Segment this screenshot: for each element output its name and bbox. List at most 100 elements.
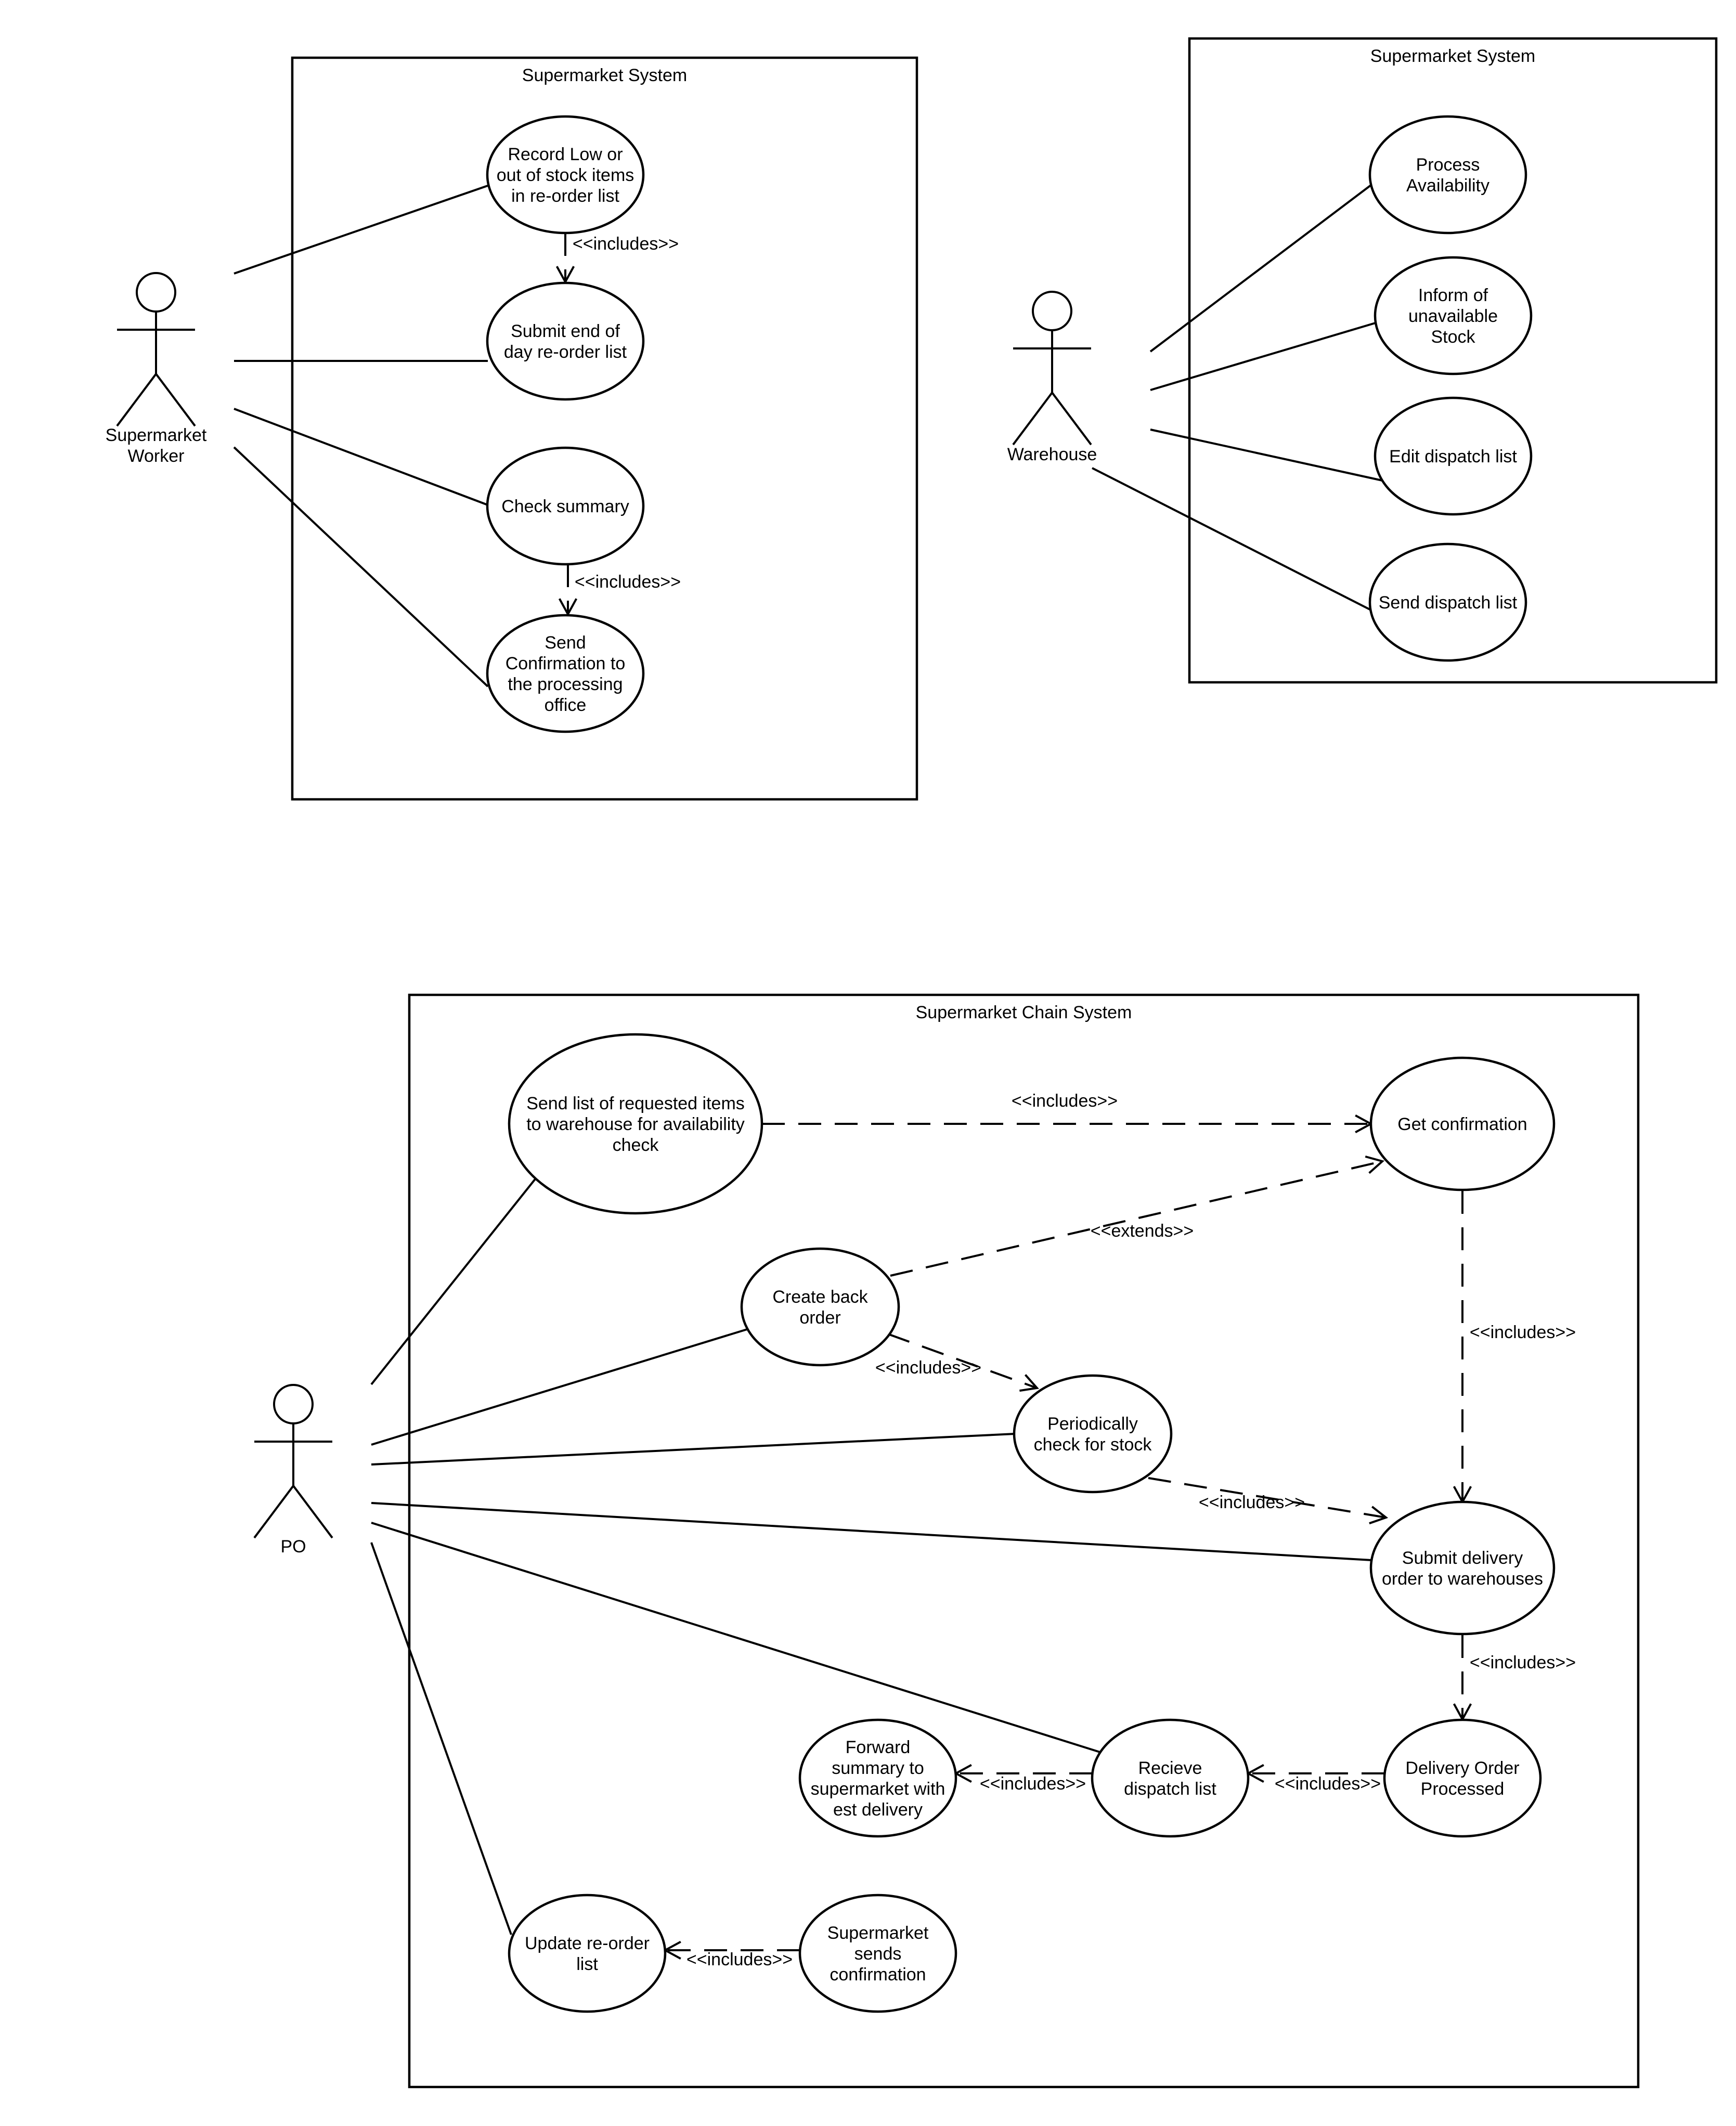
use-case-label: Create back <box>772 1287 868 1307</box>
use-case-label: Send <box>545 633 586 653</box>
dependency-label: <<includes>> <box>573 234 679 254</box>
actor-label: Supermarket <box>106 425 207 445</box>
use-case-edit-dispatch[interactable]: Edit dispatch list <box>1374 396 1533 516</box>
association-po-back_order <box>371 1328 749 1446</box>
use-case-label: in re-order list <box>511 186 619 206</box>
use-case-ellipse[interactable] <box>1383 1718 1542 1838</box>
use-case-ellipse[interactable] <box>1368 115 1527 235</box>
use-case-label: est delivery <box>833 1800 923 1820</box>
use-case-label: check for stock <box>1034 1435 1152 1455</box>
use-case-ellipse[interactable] <box>740 1247 900 1367</box>
use-case-ellipse[interactable] <box>1374 256 1533 375</box>
use-case-ellipse[interactable] <box>486 446 645 566</box>
use-case-label: summary to <box>832 1758 924 1778</box>
actor-label: Warehouse <box>1007 445 1097 464</box>
use-case-ellipse[interactable] <box>1091 1718 1250 1838</box>
system-title: Supermarket System <box>1370 46 1535 66</box>
dependency-check_summary-to-send_conf <box>558 564 578 617</box>
dependency-label: <<includes>> <box>1275 1774 1381 1794</box>
use-case-label: order <box>799 1308 840 1328</box>
use-case-label: Send list of requested items <box>526 1094 745 1113</box>
use-case-ellipse[interactable] <box>486 614 645 733</box>
use-case-label: Confirmation to <box>506 654 626 673</box>
association-po-submit_delivery <box>371 1502 1372 1561</box>
system-box <box>408 993 1640 2089</box>
use-case-ellipse[interactable] <box>798 1894 957 2013</box>
dependency-line <box>887 1333 1038 1389</box>
use-case-label: Process <box>1416 155 1480 175</box>
use-case-label: Supermarket <box>827 1923 929 1943</box>
actor-po: PO <box>253 1384 333 1557</box>
use-case-label: Update re-order <box>525 1934 650 1953</box>
use-case-label: sends <box>854 1944 902 1964</box>
association-po-update_list <box>370 1542 512 1935</box>
actor-right-leg <box>292 1485 333 1539</box>
system-box <box>291 56 918 801</box>
actor-label: PO <box>280 1537 306 1557</box>
use-case-ellipse[interactable] <box>1369 1056 1556 1191</box>
dependency-label: <<includes>> <box>575 572 681 592</box>
use-case-label: Inform of <box>1418 286 1488 305</box>
use-case-label: day re-order list <box>504 342 627 362</box>
dependency-arrowhead <box>1365 1155 1385 1174</box>
use-case-ellipse[interactable] <box>486 115 645 235</box>
dependency-line <box>1148 1477 1387 1519</box>
dependency-back_order-to-get_conf <box>890 1155 1385 1277</box>
use-case-label: unavailable <box>1408 306 1498 326</box>
use-case-ellipse[interactable] <box>1013 1374 1173 1494</box>
association-worker-check_summary <box>234 408 488 506</box>
use-case-ellipse[interactable] <box>486 281 645 401</box>
use-case-label: dispatch list <box>1124 1779 1216 1799</box>
use-case-ellipse[interactable] <box>1374 396 1533 516</box>
use-case-get-conf[interactable]: Get confirmation <box>1369 1056 1556 1191</box>
actor-head <box>136 272 176 313</box>
use-case-label: Stock <box>1431 327 1475 347</box>
use-case-ellipse[interactable] <box>1368 542 1527 662</box>
association-warehouse-edit_dispatch <box>1150 429 1383 482</box>
dependency-label: <<extends>> <box>1091 1221 1194 1241</box>
use-case-label: check <box>613 1135 659 1155</box>
actor-head <box>273 1384 314 1424</box>
use-case-label: order to warehouses <box>1382 1569 1543 1589</box>
actor-label: Worker <box>128 446 185 466</box>
association-worker-send_conf <box>233 446 489 688</box>
use-case-label: Submit delivery <box>1402 1548 1523 1568</box>
dependency-back_order-to-periodic <box>887 1333 1039 1392</box>
use-case-ellipse[interactable] <box>508 1033 763 1215</box>
use-case-ellipse[interactable] <box>798 1718 957 1838</box>
use-case-ellipse[interactable] <box>508 1894 667 2013</box>
use-case-label: Processed <box>1421 1779 1505 1799</box>
actor-head <box>1032 291 1072 331</box>
dependency-record-to-submit_eod <box>555 233 575 284</box>
association-warehouse-send_dispatch <box>1092 467 1374 612</box>
actor-right-leg <box>155 373 196 427</box>
dependency-label: <<includes>> <box>1470 1653 1576 1673</box>
actor-left-leg <box>253 1485 294 1539</box>
use-case-label: Delivery Order <box>1405 1758 1519 1778</box>
actor-left-leg <box>1012 392 1053 446</box>
use-case-check-summary[interactable]: Check summary <box>486 446 645 566</box>
actor-right-leg <box>1051 392 1092 446</box>
use-case-ellipse[interactable] <box>1369 1500 1556 1636</box>
use-case-label: Availability <box>1406 176 1489 196</box>
association-worker-record <box>234 185 488 275</box>
use-case-send-dispatch[interactable]: Send dispatch list <box>1368 542 1527 662</box>
dependency-label: <<includes>> <box>686 1950 793 1969</box>
use-case-label: Forward <box>846 1738 911 1757</box>
dependency-label: <<includes>> <box>1012 1091 1118 1111</box>
